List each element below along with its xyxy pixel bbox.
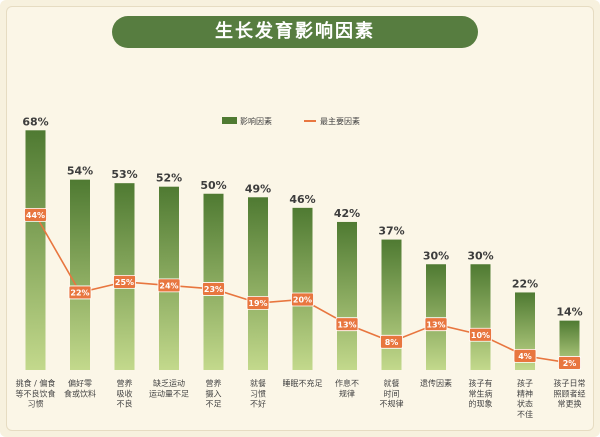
category-label: 偏好零 <box>68 378 92 388</box>
category-label: 就餐 <box>384 378 400 388</box>
category-label: 食或饮料 <box>64 388 96 398</box>
line-marker-12 <box>513 348 537 363</box>
category-label: 不规律 <box>380 399 404 409</box>
category-label: 不足 <box>206 400 222 409</box>
legend-swatch-bars <box>222 117 237 124</box>
bar-value-label: 46% <box>289 193 315 206</box>
legend-label-line: 最主要因素 <box>320 116 360 126</box>
line-value-label: 2% <box>563 359 577 368</box>
line-value-label: 19% <box>248 299 267 308</box>
line-value-label: 23% <box>204 285 223 294</box>
category-label: 睡眠不充足 <box>283 378 323 388</box>
bar-value-label: 53% <box>111 168 137 181</box>
bar-1 <box>25 130 46 370</box>
bar-value-label: 14% <box>556 306 582 319</box>
category-label: 营养 <box>206 378 222 388</box>
line-value-label: 8% <box>385 338 399 347</box>
line-value-label: 13% <box>426 320 445 329</box>
category-label: 等不良饮食 <box>16 388 56 398</box>
line-marker-1 <box>24 207 47 222</box>
bar-value-label: 30% <box>467 249 493 262</box>
bar-value-label: 50% <box>200 179 226 192</box>
category-label: 运动量不足 <box>149 388 189 398</box>
category-label: 遗传因素 <box>420 378 452 388</box>
line-marker-8 <box>335 317 359 332</box>
category-label: 精神 <box>517 388 533 398</box>
bar-8 <box>337 221 357 370</box>
bar-7 <box>292 207 313 370</box>
category-label: 摄入 <box>206 389 222 398</box>
bar-5 <box>203 193 224 370</box>
line-value-label: 20% <box>293 296 312 305</box>
category-label: 缺乏运动 <box>153 378 185 388</box>
category-label: 习惯 <box>250 388 266 398</box>
category-label: 孩子日常 <box>554 378 586 388</box>
bar-9 <box>381 239 402 370</box>
bar-2 <box>70 179 90 370</box>
bar-value-label: 68% <box>22 115 48 128</box>
category-label: 习惯 <box>28 399 44 409</box>
line-value-label: 44% <box>26 211 45 220</box>
category-label: 不良 <box>117 399 133 409</box>
bar-value-label: 49% <box>245 182 271 195</box>
bar-value-label: 30% <box>423 249 449 262</box>
line-marker-10 <box>424 317 448 332</box>
chart-title: 生长发育影响因素 <box>112 16 478 48</box>
line-marker-4 <box>157 278 181 293</box>
bar-6 <box>248 197 268 370</box>
category-label: 常更换 <box>558 399 582 409</box>
category-label: 常生病 <box>469 388 493 398</box>
bar-11 <box>470 264 491 370</box>
bar-value-label: 52% <box>156 172 182 185</box>
category-label: 孩子有 <box>469 378 493 388</box>
category-label: 作息不 <box>335 378 359 388</box>
category-label: 规律 <box>339 388 355 398</box>
line-marker-2 <box>68 285 92 300</box>
category-label: 就餐 <box>250 378 266 388</box>
category-label: 营养 <box>117 378 133 388</box>
line-value-label: 4% <box>518 352 532 361</box>
category-label: 状态 <box>517 399 533 409</box>
legend-label-bars: 影响因素 <box>240 116 272 126</box>
line-value-label: 24% <box>159 282 178 291</box>
category-label: 不佳 <box>517 409 533 419</box>
line-value-label: 13% <box>337 320 356 329</box>
line-marker-7 <box>291 292 314 307</box>
bar-4 <box>159 186 179 370</box>
line-value-label: 22% <box>70 289 89 298</box>
line-marker-13 <box>558 356 581 370</box>
bar-value-label: 42% <box>334 207 360 220</box>
line-marker-5 <box>202 282 225 296</box>
line-marker-3 <box>113 274 136 289</box>
line-marker-6 <box>246 296 270 310</box>
bar-value-label: 54% <box>67 165 93 178</box>
category-label: 孩子 <box>517 378 533 388</box>
category-label: 吸收 <box>117 388 133 398</box>
category-label: 的现象 <box>469 399 493 409</box>
line-marker-9 <box>380 334 403 349</box>
line-marker-11 <box>469 327 492 342</box>
category-label: 不好 <box>250 399 266 409</box>
bar-10 <box>426 264 446 370</box>
line-value-label: 10% <box>471 331 490 340</box>
category-label: 挑食 / 偏食 <box>16 378 56 388</box>
line-value-label: 25% <box>115 278 134 287</box>
category-label: 照顾者经 <box>554 388 586 398</box>
bar-value-label: 37% <box>378 225 404 238</box>
bar-value-label: 22% <box>512 277 538 290</box>
category-label: 时间 <box>384 388 400 398</box>
